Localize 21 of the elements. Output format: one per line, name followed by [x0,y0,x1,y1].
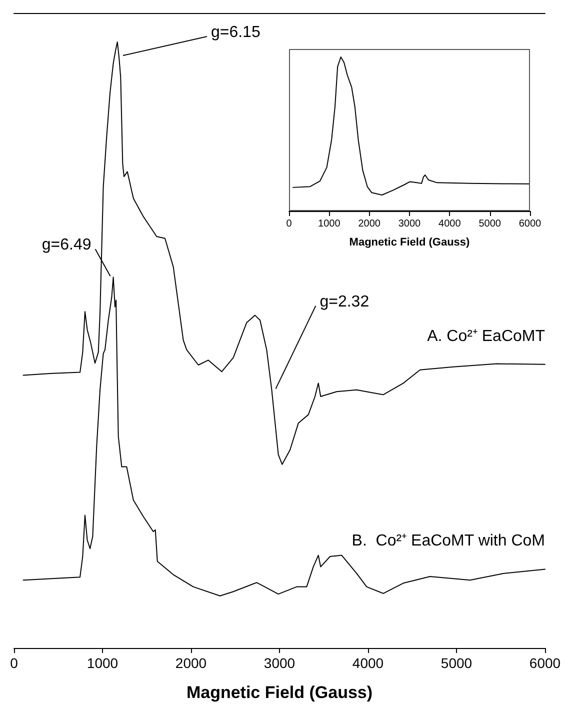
x-tick-label: 3000 [398,218,422,230]
x-tick-label: 1000 [86,655,118,671]
x-tick-label: 5000 [478,218,502,230]
annotation: g=2.32 [320,293,370,310]
x-tick-label: 6000 [529,655,561,671]
annotation: g=6.15 [210,24,260,42]
x-tick-label: 4000 [352,655,384,671]
x-tick-label: 0 [10,655,18,671]
x-tick-label: 4000 [438,218,462,230]
x-tick-label: 5000 [440,655,472,671]
x-tick-label: 2000 [175,655,207,671]
x-axis-title: Magnetic Field (Gauss) [349,236,470,248]
x-tick-label: 0 [286,218,292,230]
x-tick-label: 2000 [358,218,381,230]
annotation: g=6.49 [42,236,92,254]
series-label: B. Co²⁺ EaCoMT with CoM [352,532,545,550]
x-tick-label: 3000 [264,655,296,671]
x-axis-title: Magnetic Field (Gauss) [186,683,373,702]
series-label: A. Co²⁺ EaCoMT [427,328,546,345]
x-tick-label: 1000 [318,218,341,230]
x-tick-label: 6000 [518,218,542,230]
